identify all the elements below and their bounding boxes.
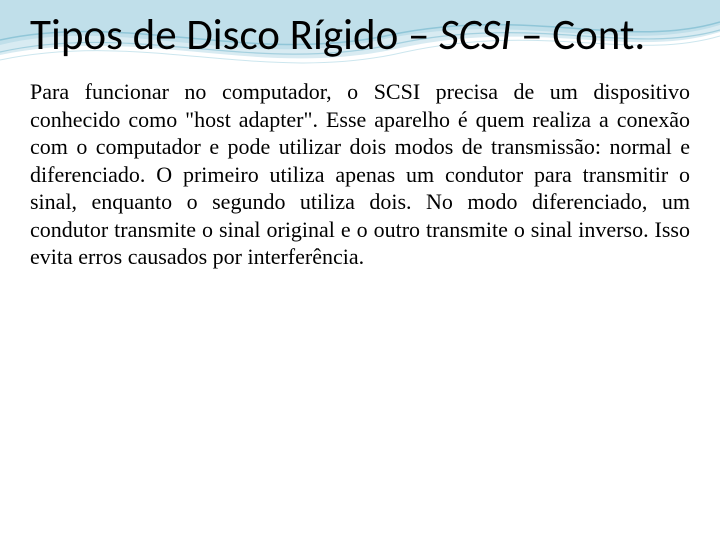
slide-content: Tipos de Disco Rígido – SCSI – Cont. Par…	[0, 0, 720, 301]
body-paragraph: Para funcionar no computador, o SCSI pre…	[30, 78, 690, 271]
title-part3: – Cont.	[511, 8, 645, 61]
slide-title: Tipos de Disco Rígido – SCSI – Cont.	[30, 10, 690, 60]
title-part-italic: SCSI	[439, 8, 511, 61]
title-part1: Tipos de Disco Rígido –	[30, 8, 439, 61]
